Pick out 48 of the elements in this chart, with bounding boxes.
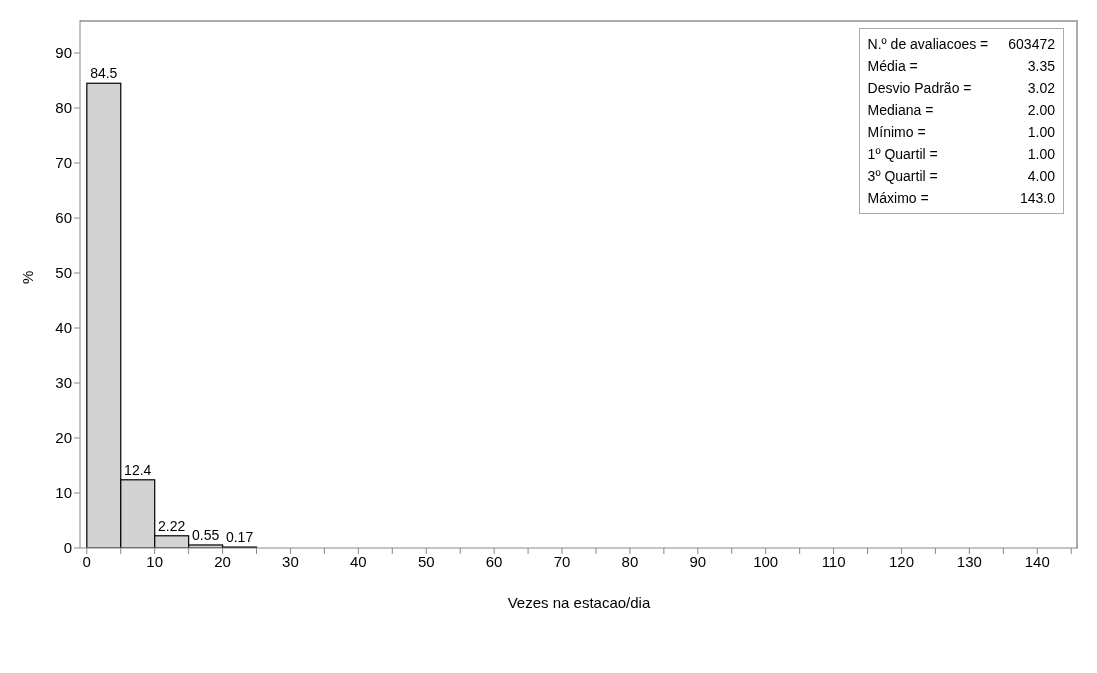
y-tick-label: 70 [55, 154, 72, 172]
x-tick-label: 140 [1024, 552, 1050, 570]
annotation: 4.00 [1026, 167, 1055, 186]
annotation: Máximo = [867, 189, 930, 208]
y-tick-label: 80 [55, 99, 72, 117]
y-axis-title: % [19, 270, 37, 284]
annotation: 1.00 [1026, 123, 1055, 142]
x-tick-label: 130 [956, 552, 982, 570]
y-tick-label: 0 [63, 539, 72, 557]
x-tick-label: 10 [146, 552, 164, 570]
annotation: 603472 [1008, 35, 1055, 54]
y-tick-label: 30 [55, 374, 72, 392]
data-label: 0.55 [192, 526, 220, 543]
y-tick-label: 90 [55, 44, 72, 62]
annotation: 3.02 [1026, 79, 1055, 98]
y-tick-label: 40 [55, 319, 72, 337]
x-tick-label: 40 [350, 552, 367, 570]
data-label: 2.22 [158, 517, 186, 534]
annotation: 1.00 [1026, 145, 1055, 164]
y-tick-label: 20 [55, 429, 72, 447]
x-tick-label: 20 [214, 552, 231, 570]
annotation: Média = [867, 57, 919, 76]
annotation: Desvio Padrão = [867, 79, 973, 98]
y-tick-label: 10 [55, 484, 72, 502]
x-tick-label: 90 [689, 552, 707, 570]
x-axis-title: Vezes na estacao/dia [507, 594, 651, 611]
annotation: 2.00 [1026, 101, 1055, 120]
annotation: 3.35 [1026, 57, 1055, 76]
x-tick-label: 60 [485, 552, 503, 570]
annotation: Mediana = [867, 101, 935, 120]
data-label: 12.4 [124, 461, 152, 478]
x-tick-label: 50 [417, 552, 435, 570]
x-tick-label: 30 [282, 552, 299, 570]
annotation: Mínimo = [867, 123, 927, 142]
x-tick-label: 0 [82, 552, 91, 570]
x-tick-label: 120 [888, 552, 914, 570]
annotation: 3º Quartil = [867, 167, 939, 186]
x-tick-label: 70 [553, 552, 571, 570]
x-tick-label: 80 [621, 552, 639, 570]
x-tick-label: 110 [821, 552, 846, 570]
x-tick-label: 100 [753, 552, 779, 570]
data-label: 84.5 [90, 65, 118, 82]
y-tick-label: 50 [55, 264, 72, 282]
y-tick-label: 60 [55, 209, 72, 227]
annotation: 1º Quartil = [867, 145, 939, 164]
annotation: N.º de avaliacoes = [867, 35, 990, 54]
annotation: 143.0 [1018, 189, 1055, 208]
data-label: 0.17 [225, 529, 254, 546]
